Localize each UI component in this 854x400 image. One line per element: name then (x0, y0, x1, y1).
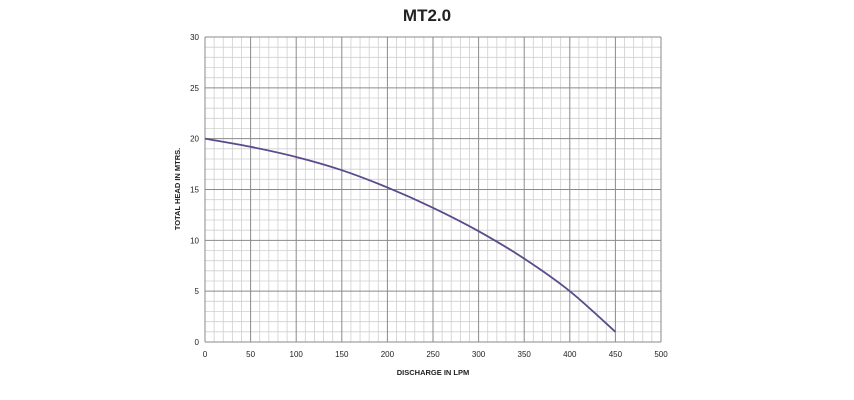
x-axis-title: DISCHARGE IN LPM (397, 368, 470, 377)
y-tick-label: 10 (190, 236, 199, 245)
series-group (204, 137, 616, 333)
grid-major (204, 36, 662, 343)
y-axis-title: TOTAL HEAD IN MTRS. (173, 148, 182, 231)
y-tick-label: 25 (190, 84, 199, 93)
x-tick-label: 50 (246, 350, 255, 359)
x-tick-labels: 0 50 100 150 200 250 300 350 400 450 500 (203, 350, 668, 359)
x-tick-label: 350 (518, 350, 532, 359)
x-tick-label: 300 (472, 350, 486, 359)
x-tick-label: 450 (609, 350, 623, 359)
x-tick-label: 500 (654, 350, 668, 359)
y-tick-labels: 0 5 10 15 20 25 30 (190, 33, 199, 347)
y-tick-label: 5 (195, 287, 200, 296)
y-tick-label: 15 (190, 186, 199, 195)
y-tick-label: 20 (190, 135, 199, 144)
y-tick-label: 30 (190, 33, 199, 42)
series-line (204, 137, 616, 333)
x-tick-label: 200 (381, 350, 395, 359)
x-tick-label: 100 (290, 350, 304, 359)
x-tick-label: 250 (426, 350, 440, 359)
x-tick-label: 0 (203, 350, 208, 359)
y-tick-label: 0 (195, 338, 200, 347)
x-tick-label: 400 (563, 350, 577, 359)
x-tick-label: 150 (335, 350, 349, 359)
chart-title: MT2.0 (402, 6, 452, 25)
